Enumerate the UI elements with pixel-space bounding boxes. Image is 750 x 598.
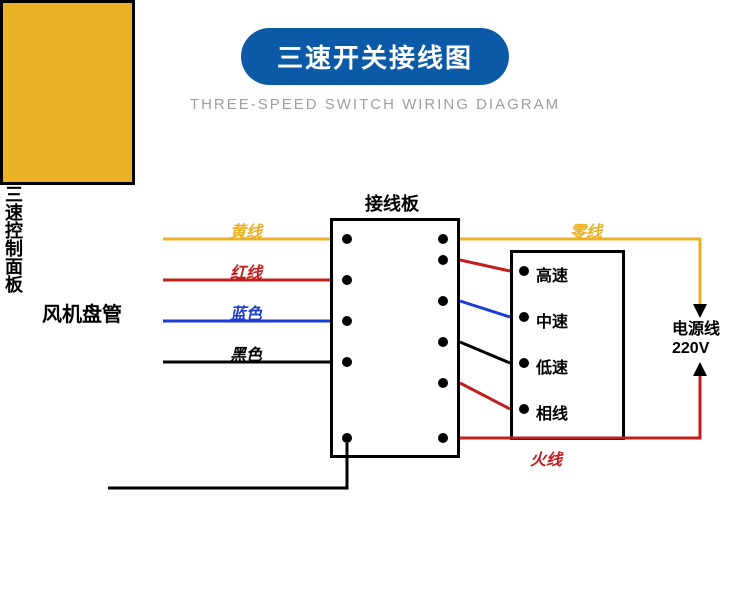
dot-tl-4 xyxy=(342,357,352,367)
label-high: 高速 xyxy=(536,262,568,286)
dot-tr-2 xyxy=(438,296,448,306)
dot-p-1 xyxy=(519,266,529,276)
wire-live xyxy=(460,372,700,438)
label-yellow: 黄线 xyxy=(230,218,262,242)
label-neutral: 零线 xyxy=(570,218,602,242)
label-phase: 相线 xyxy=(536,400,568,424)
wiring-diagram: 风机盘管 接线板 三速控制面板 电源线 220V xyxy=(0,0,750,598)
dot-tl-2 xyxy=(342,275,352,285)
label-low: 低速 xyxy=(536,354,568,378)
dot-p-2 xyxy=(519,312,529,322)
dot-p-4 xyxy=(519,404,529,414)
dot-tr-0 xyxy=(438,234,448,244)
dot-tl-3 xyxy=(342,316,352,326)
label-mid: 中速 xyxy=(536,308,568,332)
dot-tl-1 xyxy=(342,234,352,244)
arrow-neutral xyxy=(693,304,707,318)
arrow-live xyxy=(693,362,707,376)
wire-black-bottom xyxy=(108,443,347,488)
dot-tr-3 xyxy=(438,337,448,347)
label-red: 红线 xyxy=(230,259,262,283)
wire-red-phase xyxy=(460,383,510,409)
label-black: 黑色 xyxy=(230,341,262,365)
wire-red-high xyxy=(460,260,510,271)
dot-tr-4 xyxy=(438,378,448,388)
wire-blue-mid xyxy=(460,301,510,317)
dot-tl-5 xyxy=(342,433,352,443)
dot-tr-1 xyxy=(438,255,448,265)
label-blue: 蓝色 xyxy=(230,300,262,324)
wire-black-low xyxy=(460,342,510,363)
label-live: 火线 xyxy=(530,446,562,470)
dot-tr-5 xyxy=(438,433,448,443)
dot-p-3 xyxy=(519,358,529,368)
wire-neutral xyxy=(460,239,700,308)
wires-svg xyxy=(0,0,750,598)
